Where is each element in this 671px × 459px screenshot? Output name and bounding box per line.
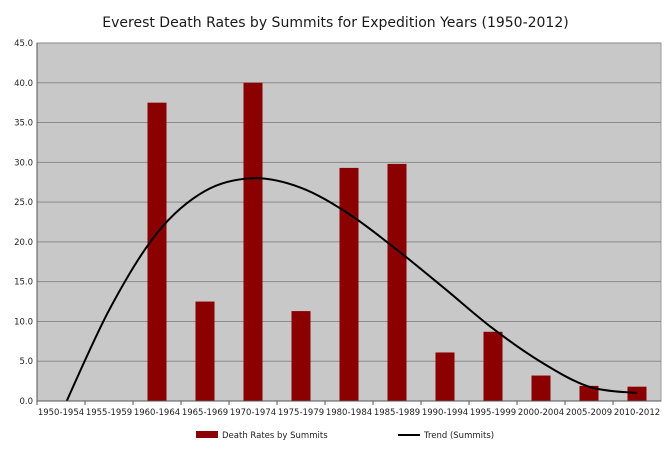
- gridlines: [37, 42, 661, 362]
- y-tick-label: 45.0: [14, 39, 33, 49]
- bar: [339, 167, 359, 401]
- trend-series: [65, 177, 638, 401]
- bar-series: [147, 82, 647, 402]
- legend-swatch-death-rates: [196, 431, 218, 438]
- x-tick-label: 1985-1989: [374, 408, 420, 418]
- x-tick-label: 1975-1979: [278, 408, 324, 418]
- bar: [531, 375, 551, 401]
- x-tick-label: 1950-1954: [38, 408, 84, 418]
- y-tick-label: 40.0: [14, 79, 33, 89]
- bar: [291, 311, 311, 401]
- trend-line: [65, 177, 638, 401]
- bar: [243, 82, 263, 402]
- legend-label-trend: Trend (Summits): [423, 431, 494, 441]
- bar: [195, 301, 215, 401]
- bar: [483, 331, 503, 401]
- bar: [387, 163, 407, 401]
- x-tick-label: 2010-2012: [614, 408, 660, 418]
- bar: [435, 352, 455, 401]
- y-tick-label: 25.0: [14, 198, 33, 208]
- chart-title: Everest Death Rates by Summits for Exped…: [102, 15, 568, 31]
- x-axis: 1950-1954 1955-1959 1960-1964 1965-1969 1970…: [36, 401, 660, 418]
- y-tick-label: 5.0: [19, 357, 33, 367]
- x-tick-label: 1965-1969: [182, 408, 228, 418]
- bar: [627, 386, 647, 401]
- x-tick-label: 2000-2004: [518, 408, 564, 418]
- x-tick-label: 1990-1994: [422, 408, 468, 418]
- y-tick-label: 35.0: [14, 119, 33, 129]
- y-tick-label: 30.0: [14, 158, 33, 168]
- y-tick-label: 0.0: [19, 397, 33, 407]
- x-tick-label: 1960-1964: [134, 408, 180, 418]
- bar: [579, 385, 599, 401]
- y-tick-label: 15.0: [14, 278, 33, 288]
- bar: [147, 102, 167, 402]
- legend-label-death-rates: Death Rates by Summits: [222, 431, 328, 441]
- y-tick-label: 10.0: [14, 317, 33, 327]
- y-tick-label: 20.0: [14, 238, 33, 248]
- x-tick-label: 1995-1999: [470, 408, 516, 418]
- x-tick-label: 2005-2009: [566, 408, 612, 418]
- x-tick-label: 1955-1959: [86, 408, 132, 418]
- y-axis: 0.0 5.0 10.0 15.0 20.0 25.0 30.0 35.0 40.0 45.0: [14, 39, 661, 407]
- x-tick-label: 1980-1984: [326, 408, 372, 418]
- x-tick-label: 1970-1974: [230, 408, 276, 418]
- legend: Death Rates by Summits Trend (Summits): [196, 431, 494, 441]
